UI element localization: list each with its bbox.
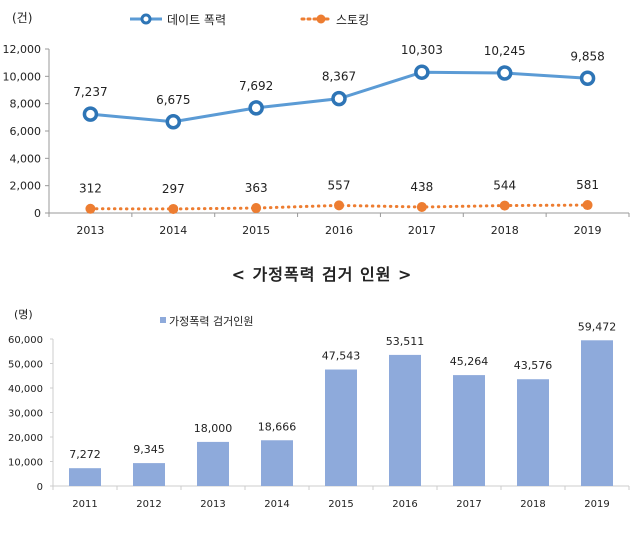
data-point-stalking	[334, 200, 344, 211]
y-tick-label: 0	[34, 207, 41, 220]
x-tick-label: 2014	[264, 499, 289, 510]
bar-chart-legend: 가정폭력 검거인원	[160, 315, 253, 328]
data-point-dating-violence	[248, 100, 264, 116]
bar-data-label: 18,000	[194, 422, 233, 435]
data-label-dating-violence: 10,245	[484, 44, 526, 58]
bar-chart-unit-label: (명)	[14, 308, 33, 321]
data-label-dating-violence: 10,303	[401, 43, 443, 57]
data-point-dating-violence	[82, 106, 99, 122]
bar-data-label: 47,543	[322, 350, 361, 363]
x-tick-label: 2015	[328, 499, 353, 510]
data-point-dating-violence	[165, 114, 182, 130]
y-tick-label: 50,000	[8, 360, 43, 371]
bar	[69, 468, 101, 486]
y-tick-label: 2,000	[10, 180, 42, 193]
data-label-stalking: 312	[79, 182, 102, 196]
y-tick-label: 12,000	[3, 43, 42, 56]
data-label-stalking: 557	[328, 178, 351, 192]
data-point-stalking	[416, 202, 427, 213]
data-label-dating-violence: 9,858	[570, 49, 604, 63]
y-tick-label: 40,000	[8, 384, 43, 395]
y-tick-label: 8,000	[10, 98, 42, 111]
data-label-stalking: 297	[162, 182, 185, 196]
x-tick-label: 2013	[200, 499, 225, 510]
data-point-stalking	[499, 200, 510, 211]
legend-marker-stalking	[316, 14, 326, 24]
data-label-stalking: 581	[576, 178, 599, 192]
legend-marker-dating-violence	[140, 13, 152, 25]
bar	[581, 340, 613, 486]
bar-data-label: 53,511	[386, 335, 425, 348]
bar-chart-title: < 가정폭력 검거 인원 >	[232, 265, 413, 284]
x-tick-label: 2011	[72, 499, 97, 510]
x-tick-label: 2019	[574, 224, 602, 237]
data-label-dating-violence: 7,692	[239, 79, 273, 93]
line-chart: (건) 데이트 폭력 스토킹 0 2,000 4,000 6,000 8,000 10,0…	[3, 11, 630, 237]
x-tick-label: 2019	[584, 499, 609, 510]
y-tick-label: 10,000	[3, 70, 42, 83]
x-tick-label: 2014	[159, 224, 187, 237]
y-tick-label: 30,000	[8, 409, 43, 420]
x-tick-label: 2017	[408, 224, 436, 237]
data-label-dating-violence: 7,237	[73, 85, 107, 99]
legend-label-domestic-violence: 가정폭력 검거인원	[169, 315, 253, 328]
legend-label-stalking: 스토킹	[336, 13, 369, 27]
bar-data-label: 7,272	[69, 448, 101, 461]
x-tick-label: 2013	[76, 224, 104, 237]
bar	[197, 441, 229, 486]
bar	[453, 375, 485, 486]
data-label-stalking: 438	[410, 180, 433, 194]
bar-data-label: 43,576	[514, 359, 553, 372]
line-chart-legend: 데이트 폭력 스토킹	[130, 13, 369, 27]
bar-data-label: 59,472	[578, 320, 617, 333]
x-tick-label: 2015	[242, 224, 270, 237]
data-point-dating-violence	[496, 65, 513, 81]
data-point-dating-violence	[414, 64, 430, 80]
bar	[389, 354, 421, 486]
data-point-dating-violence	[579, 70, 596, 87]
legend-swatch-domestic-violence	[160, 317, 166, 323]
data-point-stalking	[251, 203, 262, 214]
bar-data-label: 45,264	[450, 355, 489, 368]
data-point-dating-violence	[331, 90, 347, 107]
data-label-dating-violence: 6,675	[156, 93, 190, 107]
data-label-stalking: 544	[493, 179, 516, 193]
x-tick-label: 2016	[392, 499, 417, 510]
bar	[133, 463, 165, 486]
data-label-stalking: 363	[245, 181, 268, 195]
y-tick-label: 60,000	[8, 335, 43, 346]
bar-data-label: 9,345	[133, 443, 165, 456]
bar	[325, 369, 357, 486]
y-tick-label: 20,000	[8, 433, 43, 444]
legend-label-dating-violence: 데이트 폭력	[167, 13, 226, 27]
y-tick-label: 10,000	[8, 458, 43, 469]
data-point-stalking	[85, 203, 96, 214]
x-tick-label: 2012	[136, 499, 161, 510]
bar-data-label: 18,666	[258, 420, 297, 433]
y-tick-label: 0	[37, 482, 43, 493]
bar	[261, 440, 293, 486]
data-label-dating-violence: 8,367	[322, 70, 356, 84]
data-point-stalking	[582, 200, 593, 211]
x-tick-label: 2016	[325, 224, 353, 237]
x-tick-label: 2018	[491, 224, 519, 237]
x-tick-label: 2017	[456, 499, 481, 510]
bar	[517, 379, 549, 486]
x-tick-label: 2018	[520, 499, 545, 510]
line-chart-unit-label: (건)	[12, 11, 32, 25]
bar-chart: < 가정폭력 검거 인원 > (명) 가정폭력 검거인원 0 10,000 20,0…	[8, 265, 630, 510]
y-tick-label: 4,000	[10, 152, 42, 165]
y-tick-label: 6,000	[10, 125, 42, 138]
data-point-stalking	[168, 203, 179, 214]
